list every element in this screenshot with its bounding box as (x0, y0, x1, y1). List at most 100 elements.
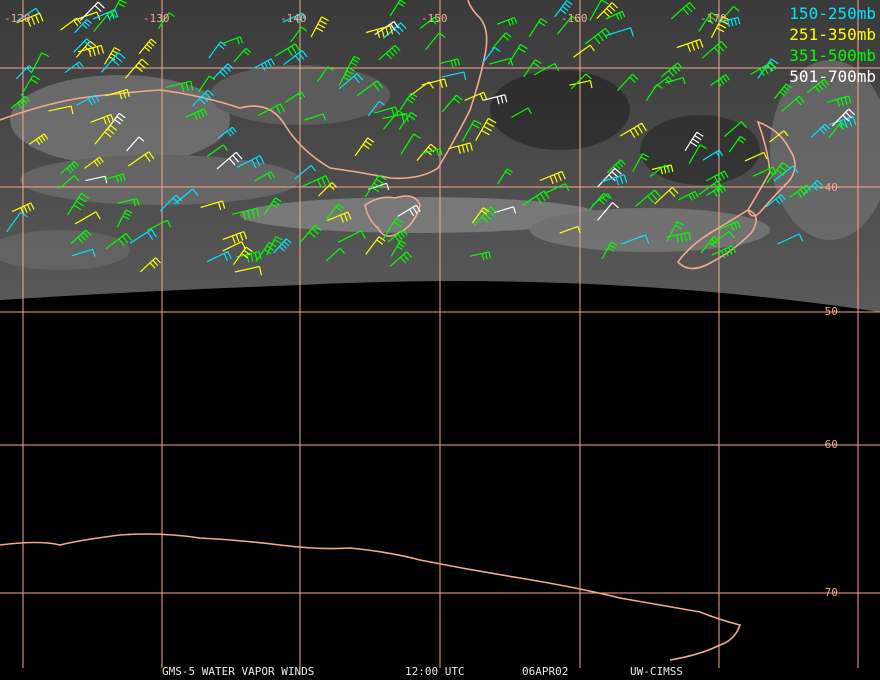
wind-barb (744, 151, 768, 162)
wind-barb (365, 236, 386, 255)
wind-barb (274, 43, 301, 57)
wind-barb (589, 0, 609, 21)
wind-barb (284, 91, 306, 103)
wind-barb (232, 246, 253, 266)
wind-barb (559, 225, 581, 234)
wind-barb (127, 151, 155, 167)
coastlines (0, 0, 796, 661)
legend-entry-351-500: 351-500mb (789, 46, 876, 65)
wind-barb (670, 2, 696, 20)
lat-label: -60 (818, 438, 838, 451)
wind-barb (75, 40, 97, 58)
wind-barb (84, 156, 104, 169)
wind-barb (317, 66, 334, 83)
wind-barb (146, 219, 172, 231)
wind-barb (419, 16, 440, 29)
wind-barb (482, 46, 501, 64)
wind-barb (596, 2, 619, 20)
wind-barb (543, 183, 570, 195)
lat-label: -40 (818, 181, 838, 194)
footer-date: 06APR02 (522, 665, 569, 678)
wind-barb (378, 44, 401, 61)
wind-barb (28, 133, 49, 146)
wind-barb (400, 133, 422, 155)
wind-barb (441, 71, 467, 81)
wind-barb (282, 12, 307, 24)
footer-time: 12:00 UTC (405, 665, 465, 678)
wind-barb (605, 27, 634, 37)
lon-label: -130 (143, 12, 170, 25)
lat-label: -50 (818, 305, 838, 318)
wind-barb (554, 0, 573, 18)
wind-barb (263, 197, 282, 215)
wind-barb (710, 230, 735, 246)
wind-barb (104, 173, 126, 183)
lon-label: -170 (700, 12, 727, 25)
wind-barb (266, 236, 283, 256)
wind-barb (597, 202, 619, 221)
wind-barb (710, 74, 730, 87)
wind-barb (654, 186, 679, 205)
lon-label: -150 (421, 12, 448, 25)
wind-barb (382, 112, 409, 123)
wind-barb (304, 113, 326, 121)
wind-barb (253, 58, 275, 71)
wind-barb (338, 67, 355, 86)
wind-barb (724, 121, 748, 138)
wind-barb (632, 153, 650, 172)
wind-barb (70, 229, 92, 244)
wind-barb (206, 251, 232, 263)
wind-barb (522, 190, 550, 206)
wind-barb (236, 251, 262, 263)
wind-barb (601, 241, 618, 260)
wind-barb (104, 46, 121, 65)
legend-entry-150-250: 150-250mb (789, 4, 876, 23)
wind-barb (397, 204, 421, 218)
wind-barb (702, 40, 728, 59)
wind-barb (539, 170, 566, 185)
wind-barb (233, 47, 252, 63)
wind-barb (768, 130, 789, 143)
wind-barb (831, 108, 856, 127)
wind-barb (200, 200, 226, 211)
wind-barb (105, 88, 130, 100)
wind-barb (356, 80, 383, 97)
wind-barb (718, 16, 741, 28)
wind-barb (653, 76, 673, 89)
wind-barb (828, 115, 857, 130)
wind-barb (94, 124, 118, 145)
wind-barb (684, 131, 704, 152)
wind-barb (750, 61, 777, 77)
wind-barb (192, 89, 214, 107)
wind-barb (635, 189, 661, 207)
wind-barb (497, 168, 513, 185)
pressure-legend: 150-250mb 251-350mb 351-500mb 501-700mb (789, 3, 876, 87)
wind-barb (129, 228, 157, 244)
wind-barb (185, 108, 208, 121)
wind-barb (77, 44, 105, 58)
wind-barb (79, 1, 105, 21)
wind-barb (390, 240, 407, 257)
wind-barb (138, 38, 157, 55)
wind-barb (828, 121, 847, 139)
wind-barb (471, 207, 490, 224)
wind-barb (570, 73, 592, 90)
wind-barb (439, 58, 460, 68)
wind-barb (678, 190, 699, 201)
wind-barb (222, 36, 244, 45)
wind-barb (473, 206, 498, 226)
wind-barb (389, 251, 413, 267)
wind-barb (398, 111, 418, 130)
wind-barb (573, 44, 595, 58)
wind-barb (20, 75, 41, 96)
footer-source: UW-CIMSS (630, 665, 683, 678)
wind-barb (139, 257, 162, 273)
wind-barb (254, 171, 275, 182)
wind-barb (60, 161, 80, 175)
image-footer: GMS-5 WATER VAPOR WINDS 12:00 UTC 06APR0… (0, 665, 880, 679)
wind-barb (425, 32, 446, 51)
wind-barb (422, 148, 443, 157)
wind-barb (126, 136, 145, 152)
wind-barb (773, 165, 799, 182)
wind-barb (523, 59, 542, 78)
